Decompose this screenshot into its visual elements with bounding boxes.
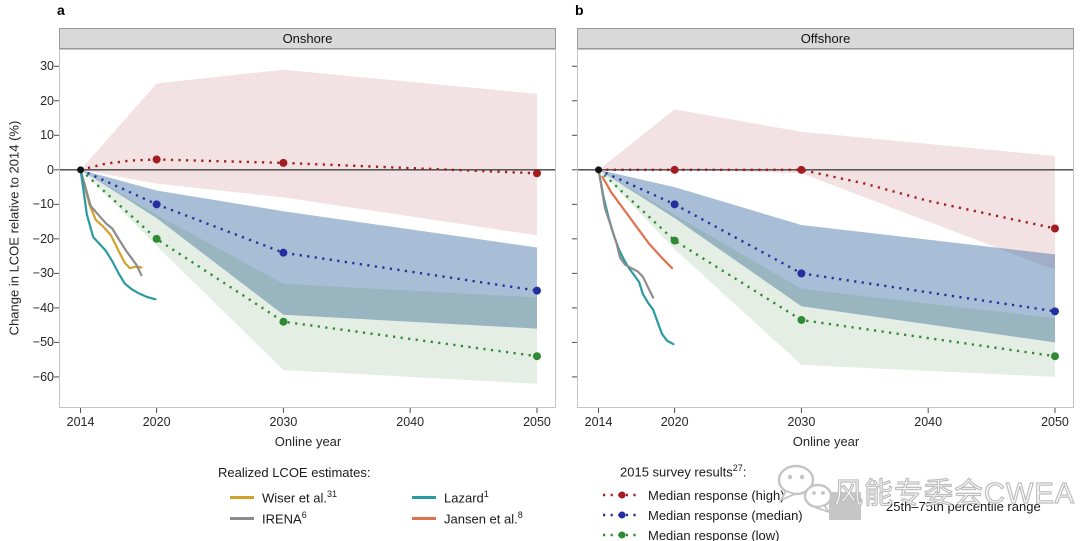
legend-line-swatch (230, 517, 254, 520)
y-tick-label: 0 (47, 162, 54, 177)
origin-marker (595, 166, 603, 174)
panel-onshore-title: Onshore (282, 31, 333, 46)
marker-median-response-low (670, 236, 679, 245)
marker-median-response-median (532, 286, 541, 295)
marker-median-response-high (532, 169, 541, 178)
y-tick-label: −60 (32, 369, 54, 384)
x-axis-title-offshore: Online year (792, 434, 860, 449)
panel-a-letter: a (57, 2, 65, 18)
band-median-response-low (598, 169, 1055, 377)
band-median-response-high (598, 109, 1055, 270)
legend-item-label: Median response (median) (648, 507, 803, 523)
x-tick-label: 2030 (269, 415, 298, 429)
legend-item-median-response-low: Median response (low) (602, 525, 803, 541)
legend-dotted-swatch (603, 531, 641, 539)
plot-offshore (572, 49, 1074, 413)
x-tick-label: 2014 (584, 415, 613, 429)
legend-line-swatch (230, 496, 254, 499)
marker-median-response-median (670, 200, 679, 209)
panel-onshore: Onshore (54, 28, 556, 413)
percentile-range-swatch (829, 492, 861, 520)
legend-item-label: Lazard1 (444, 489, 489, 506)
legend-dotted-swatch (603, 491, 641, 499)
marker-median-response-low (797, 315, 806, 324)
line-jansen-et-al (601, 175, 674, 270)
line-irena (79, 168, 143, 277)
legend-survey-items: Median response (high) Median response (m… (602, 485, 803, 541)
marker-median-response-high (670, 165, 679, 174)
x-tick-label: 2030 (787, 415, 816, 429)
legend-realized-title: Realized LCOE estimates: (218, 465, 371, 480)
legend-line-swatch (412, 496, 436, 499)
x-tick-label: 2014 (66, 415, 95, 429)
y-tick-label: −30 (32, 266, 54, 281)
y-tick-label: 20 (40, 93, 54, 108)
legend-item-label: Median response (high) (648, 487, 785, 503)
legend-survey-title: 2015 survey results27: (620, 463, 747, 480)
legend-item-median-response-high: Median response (high) (602, 485, 803, 505)
legend-item-wiser-et-al: Wiser et al.31 (230, 487, 412, 508)
legend-item-irena: IRENA6 (230, 508, 412, 529)
marker-median-response-median (797, 269, 806, 278)
watermark: 风能专委会CWEA (772, 458, 1078, 530)
panel-offshore: Offshore (572, 28, 1074, 413)
line-lazard (79, 168, 157, 301)
band-median-response-median (80, 169, 537, 329)
line-wiser-et-al (79, 168, 143, 270)
origin-marker (77, 166, 85, 174)
marker-median-response-median (152, 200, 161, 209)
marker-median-response-high (279, 158, 288, 167)
marker-median-response-median (1050, 307, 1059, 316)
legend-item-label: Median response (low) (648, 527, 780, 541)
band-median-response-high (80, 69, 537, 236)
marker-median-response-median (279, 248, 288, 257)
plot-onshore (54, 49, 556, 413)
panel-onshore-header: Onshore (59, 28, 556, 49)
legend-item-median-response-median: Median response (median) (602, 505, 803, 525)
marker-median-response-high (1050, 224, 1059, 233)
x-tick-label: 2050 (1041, 415, 1069, 429)
marker-median-response-high (797, 165, 806, 174)
x-tick-label: 2020 (660, 415, 689, 429)
x-tick-label: 2040 (396, 415, 425, 429)
panel-offshore-header: Offshore (577, 28, 1074, 49)
marker-median-response-low (532, 352, 541, 361)
y-tick-label: 10 (40, 128, 54, 143)
y-tick-label: 30 (40, 59, 54, 74)
x-tick-label: 2020 (142, 415, 171, 429)
y-tick-label: −50 (32, 335, 54, 350)
line-median-response-low (597, 168, 1056, 358)
plot-border (59, 49, 556, 408)
marker-median-response-low (279, 317, 288, 326)
line-median-response-low (79, 168, 538, 358)
legend-item-label: IRENA6 (262, 510, 307, 527)
x-tick-label: 2050 (523, 415, 551, 429)
legend-dotted-swatch (603, 511, 641, 519)
percentile-range-label: 25th–75th percentile range (886, 499, 1041, 514)
band-median-response-low (80, 169, 537, 384)
legend-item-label: Jansen et al.8 (444, 510, 523, 527)
y-tick-label: −10 (32, 197, 54, 212)
y-tick-label: −40 (32, 300, 54, 315)
legend-item-lazard: Lazard1 (412, 487, 594, 508)
x-axis-title-onshore: Online year (274, 434, 342, 449)
marker-median-response-high (152, 155, 161, 164)
panel-b-letter: b (575, 2, 584, 18)
line-irena (597, 168, 655, 299)
legend-realized-items: Wiser et al.31 IRENA6 Lazard1 Jansen et al.… (230, 487, 594, 529)
marker-median-response-low (1050, 352, 1059, 361)
marker-median-response-low (152, 234, 161, 243)
band-median-response-median (598, 169, 1055, 343)
y-tick-label: −20 (32, 231, 54, 246)
legend-item-label: Wiser et al.31 (262, 489, 338, 506)
panel-offshore-title: Offshore (800, 31, 851, 46)
legend-line-swatch (412, 517, 436, 520)
x-tick-label: 2040 (914, 415, 943, 429)
legend-item-jansen-et-al: Jansen et al.8 (412, 508, 594, 529)
plot-border (577, 49, 1074, 408)
